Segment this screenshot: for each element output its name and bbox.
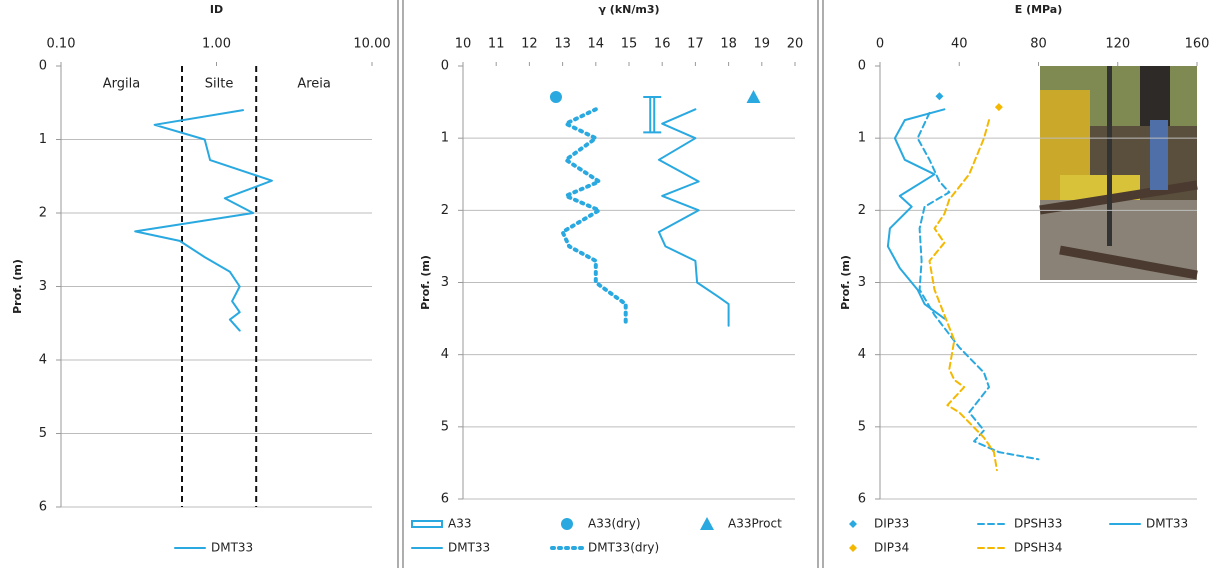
legend-item: DMT33 [1109,517,1188,531]
x-tick-label: 14 [588,37,605,52]
y-tick-label: 6 [858,492,866,507]
legend-label: DIP34 [874,541,909,555]
x-tick-label: 1.00 [202,37,231,52]
y-tick-label: 1 [39,132,47,147]
y-tick-label: 0 [441,59,449,74]
photo-inset [1039,66,1198,280]
legend-label: DIP33 [874,517,909,531]
legend-label: DPSH33 [1014,517,1062,531]
series-line [657,108,730,327]
legend-item: A33Proct [700,517,782,531]
x-tick-label: 20 [787,37,804,52]
legend-label: A33(dry) [588,517,641,531]
legend-item: DMT33 [411,541,490,555]
legend-item: A33 [411,517,471,531]
x-tick-label: 15 [621,37,638,52]
x-tick-label: 11 [488,37,505,52]
marker [994,103,1003,112]
series-line [928,119,998,472]
y-tick-label: 1 [441,131,449,146]
y-tick-label: 4 [858,347,866,362]
range-bar [643,96,662,134]
y-tick-label: 5 [441,419,449,434]
legend-label: DMT33 [1146,517,1188,531]
legend-swatch [700,517,714,530]
y-tick-label: 3 [441,275,449,290]
x-tick-label: 10.00 [353,37,390,52]
y-tick-label: 0 [39,59,47,74]
y-tick-label: 4 [39,353,47,368]
y-axis-title: Prof. (m) [11,259,24,314]
legend-item: DIP34 [849,541,909,555]
series-line [916,111,1040,461]
y-axis-title: Prof. (m) [839,255,852,310]
y-tick-label: 2 [39,206,47,221]
y-tick-label: 3 [39,279,47,294]
y-tick-label: 2 [441,203,449,218]
legend-swatch [849,520,857,528]
x-tick-label: 120 [1105,37,1130,52]
legend-item: DIP33 [849,517,909,531]
legend-swatch [411,520,443,528]
x-tick-label: 0 [876,37,884,52]
y-tick-label: 5 [39,426,47,441]
x-axis-title: ID [210,3,223,16]
legend-swatch [561,518,573,530]
zone-label: Areia [297,77,331,92]
y-tick-label: 3 [858,275,866,290]
legend-label: DMT33 [448,541,490,555]
x-tick-label: 80 [1030,37,1047,52]
legend-label: DMT33(dry) [588,541,659,555]
marker [935,92,944,101]
legend-item: DMT33(dry) [550,541,659,555]
y-tick-label: 1 [858,131,866,146]
legend-item: A33(dry) [561,517,641,531]
y-tick-label: 5 [858,419,866,434]
y-tick-label: 6 [441,492,449,507]
legend-item: DMT33 [174,541,253,555]
marker [549,91,562,104]
x-tick-label: 160 [1185,37,1210,52]
x-tick-label: 12 [521,37,538,52]
legend-label: A33Proct [728,517,782,531]
legend-label: A33 [448,517,471,531]
y-tick-label: 4 [441,347,449,362]
legend-label: DPSH34 [1014,541,1062,555]
series-line [886,108,946,320]
y-tick-label: 0 [858,59,866,74]
x-tick-label: 13 [554,37,571,52]
marker [746,90,761,104]
series-line [560,107,628,328]
legend-item: DPSH34 [977,541,1062,555]
y-axis-title: Prof. (m) [419,255,432,310]
x-axis-title: γ (kN/m3) [598,3,659,16]
legend-label: DMT33 [211,541,253,555]
x-tick-label: 10 [455,37,472,52]
series-line [134,109,273,332]
x-axis-title: E (MPa) [1015,3,1063,16]
y-tick-label: 6 [39,500,47,515]
x-tick-label: 0.10 [47,37,76,52]
x-tick-label: 17 [687,37,704,52]
y-tick-label: 2 [858,203,866,218]
legend-swatch [849,544,857,552]
x-tick-label: 18 [720,37,737,52]
x-tick-label: 16 [654,37,671,52]
zone-label: Silte [205,77,234,92]
zone-label: Argila [103,77,140,92]
legend-item: DPSH33 [977,517,1062,531]
x-tick-label: 19 [754,37,771,52]
x-tick-label: 40 [951,37,968,52]
